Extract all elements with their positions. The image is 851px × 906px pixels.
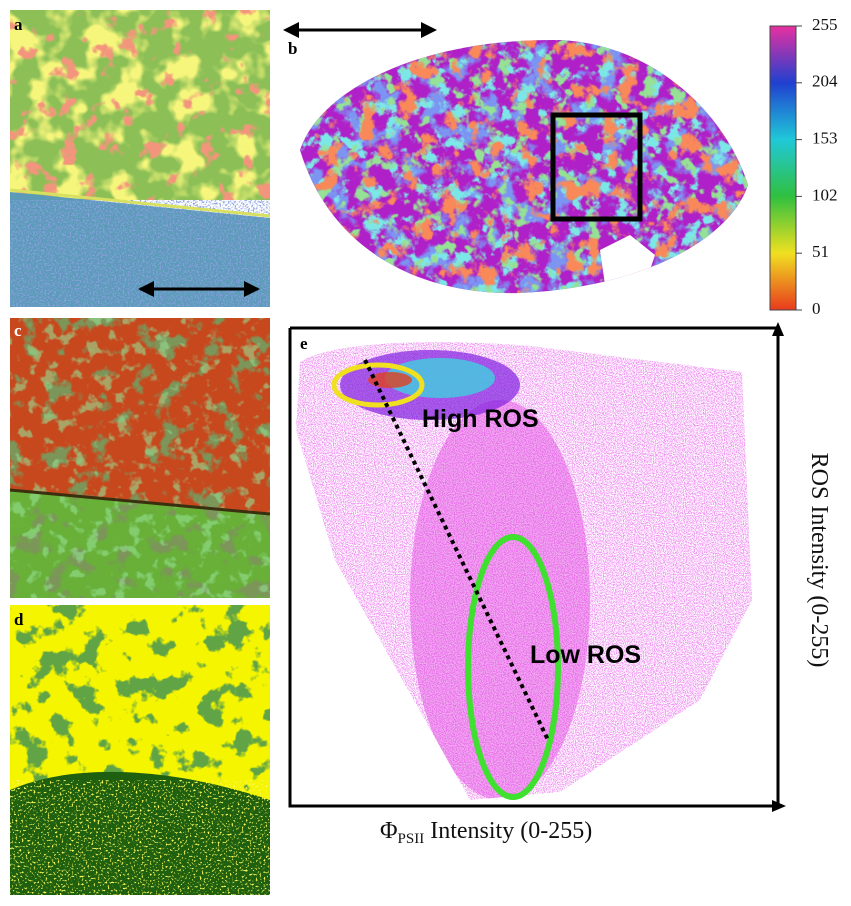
image-texture — [10, 318, 270, 598]
axis-subscript: PSII — [398, 831, 425, 847]
panel-label: c — [14, 321, 22, 340]
panel-b: b — [283, 22, 748, 294]
axis-text: Intensity (0-255) — [430, 818, 592, 844]
image-texture — [10, 780, 270, 895]
colorbar-tick-label: 153 — [812, 129, 838, 148]
colorbar: 255 204 153 102 51 0 — [769, 15, 838, 318]
density-core — [385, 358, 495, 398]
panel-label: e — [300, 334, 308, 353]
panel-label: b — [288, 39, 297, 58]
annotation: High ROS — [422, 405, 539, 433]
image-texture — [10, 10, 270, 200]
y-axis-label: ROS Intensity (0-255) — [806, 453, 832, 668]
arrow-head — [772, 322, 784, 336]
image-texture — [10, 200, 270, 307]
panel-a: a — [9, 10, 271, 307]
leaf-vein — [9, 188, 271, 218]
arrow-head — [283, 22, 437, 38]
colorbar-tick-label: 102 — [812, 185, 838, 204]
low-ros-ellipse — [465, 534, 561, 800]
colorbar-tick-label: 255 — [812, 15, 838, 34]
panel-d: d — [10, 605, 270, 895]
panel-c: c — [9, 318, 271, 598]
panel-label: d — [14, 610, 24, 629]
axis-symbol: Φ — [380, 818, 398, 844]
leaf-vein — [9, 488, 271, 516]
trend-line — [363, 359, 551, 743]
arrow-head — [772, 800, 786, 812]
colorbar-tick-label: 0 — [812, 299, 821, 318]
zoom-box — [550, 112, 643, 222]
colorbar-tick-label: 51 — [812, 242, 829, 261]
colorbar-gradient — [769, 25, 797, 311]
axes — [288, 328, 778, 808]
high-ros-ellipse — [331, 362, 425, 408]
panel-e: High ROS Low ROS e ROS Intensity (0-255)… — [288, 322, 832, 847]
scatter-cloud — [410, 400, 590, 800]
x-axis-label: ΦPSII Intensity (0-255) — [380, 818, 592, 847]
panel-label: a — [14, 15, 23, 34]
annotation: Low ROS — [530, 641, 641, 669]
colorbar-tick-label: 204 — [812, 72, 838, 91]
image-texture — [300, 39, 748, 294]
density-core — [368, 372, 412, 388]
